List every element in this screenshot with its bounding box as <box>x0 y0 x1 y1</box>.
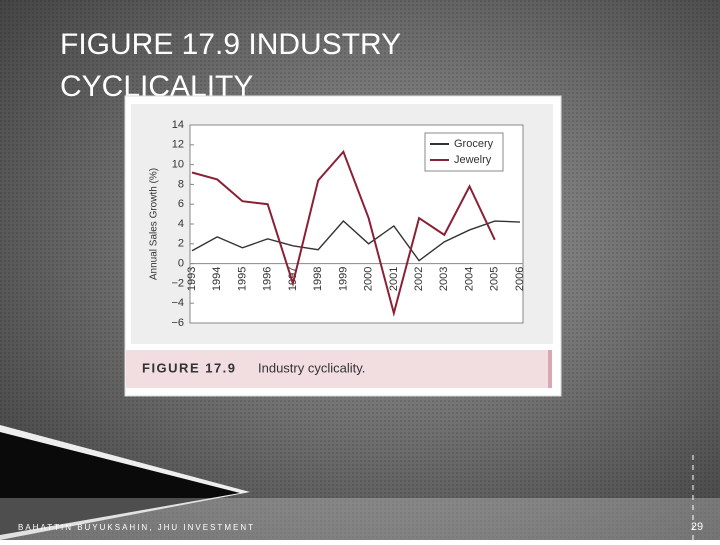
footer-band <box>0 498 720 540</box>
caption-band <box>126 350 552 388</box>
x-tick-label: 2003 <box>438 267 450 291</box>
wedge-dark <box>0 432 240 535</box>
y-tick-label: −6 <box>171 317 184 329</box>
x-tick-label: 2001 <box>388 267 400 291</box>
footer: BAHATTIN BUYUKSAHIN, JHU INVESTMENT <box>18 523 255 532</box>
y-tick-label: 14 <box>172 119 184 131</box>
y-tick-label: 6 <box>178 198 184 210</box>
x-tick-label: 1998 <box>312 267 324 291</box>
y-tick-label: 2 <box>178 238 184 250</box>
legend-box <box>424 132 504 172</box>
x-tick-label: 2006 <box>514 267 526 291</box>
y-tick-label: 4 <box>178 218 184 230</box>
y-tick-label: 12 <box>172 139 184 151</box>
x-tick-label: 1994 <box>211 267 223 291</box>
x-tick-label: 1995 <box>236 267 248 291</box>
x-tick-label: 1999 <box>337 267 349 291</box>
y-tick-label: 10 <box>172 159 184 171</box>
x-tick-label: 2005 <box>489 267 501 291</box>
x-tick-label: 2002 <box>413 267 425 291</box>
y-axis-label: Annual Sales Growth (%) <box>149 168 160 280</box>
caption-text: Industry cyclicality. <box>258 360 365 375</box>
series-line <box>191 220 521 262</box>
page-number: 29 <box>691 521 703 533</box>
legend-label: Jewelry <box>454 154 492 166</box>
slide-title: FIGURE 17.9 INDUSTRY CYCLICALITY <box>60 28 401 103</box>
x-tick-label: 1993 <box>186 267 198 291</box>
y-tick-label: 8 <box>178 178 184 190</box>
x-tick-label: 1996 <box>262 267 274 291</box>
y-tick-label: −4 <box>171 297 184 309</box>
legend-label: Grocery <box>454 138 494 150</box>
caption-edge <box>548 350 552 388</box>
caption-label: FIGURE 17.9 <box>142 360 237 375</box>
y-tick-label: −2 <box>171 277 184 289</box>
x-tick-label: 2004 <box>463 267 475 291</box>
x-tick-label: 2000 <box>363 267 375 291</box>
series-line <box>191 149 496 317</box>
y-tick-label: 0 <box>178 258 184 270</box>
